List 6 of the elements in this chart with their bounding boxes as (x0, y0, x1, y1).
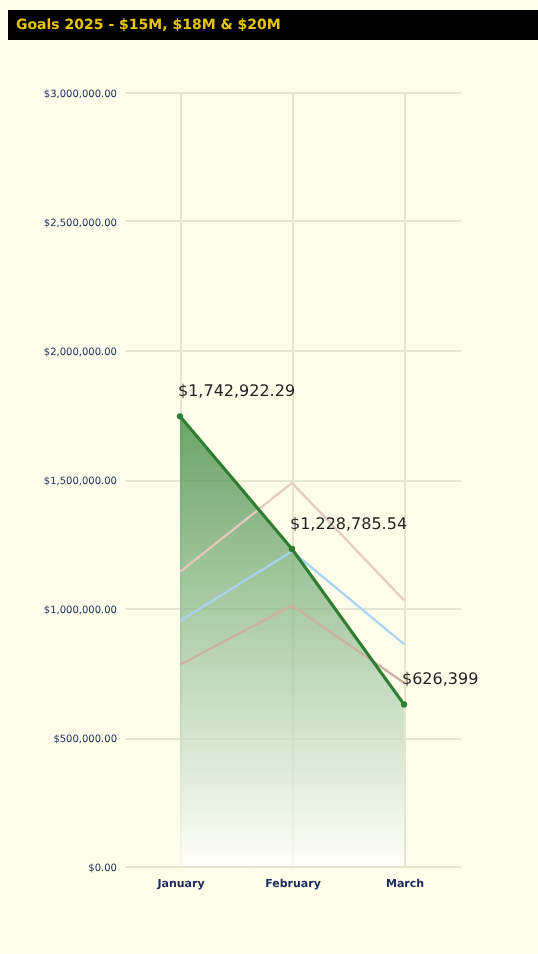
point (288, 545, 296, 553)
point (176, 413, 184, 420)
point (400, 701, 408, 708)
data-label: $1,228,785.54 (290, 514, 408, 533)
data-label: $1,742,922.29 (178, 382, 296, 401)
data-label: $626,399 (402, 670, 479, 689)
